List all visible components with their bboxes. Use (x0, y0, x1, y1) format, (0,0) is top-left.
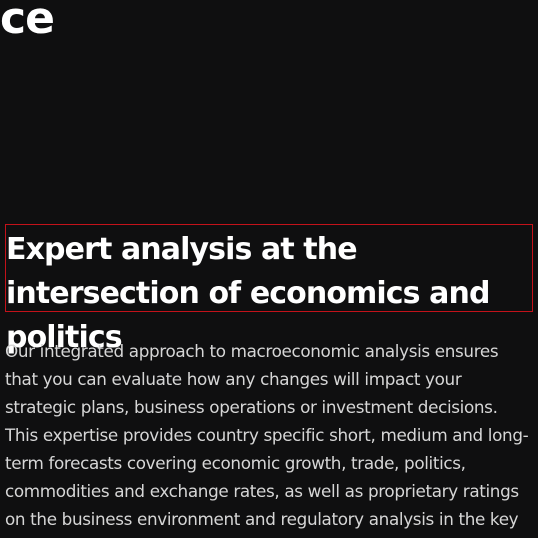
hero-title-fragment: ce (0, 0, 55, 44)
section-body-text: Our integrated approach to macroeconomic… (5, 341, 529, 538)
headline-highlight-box (5, 224, 533, 312)
section-headline: Expert analysis at the intersection of e… (6, 232, 490, 355)
